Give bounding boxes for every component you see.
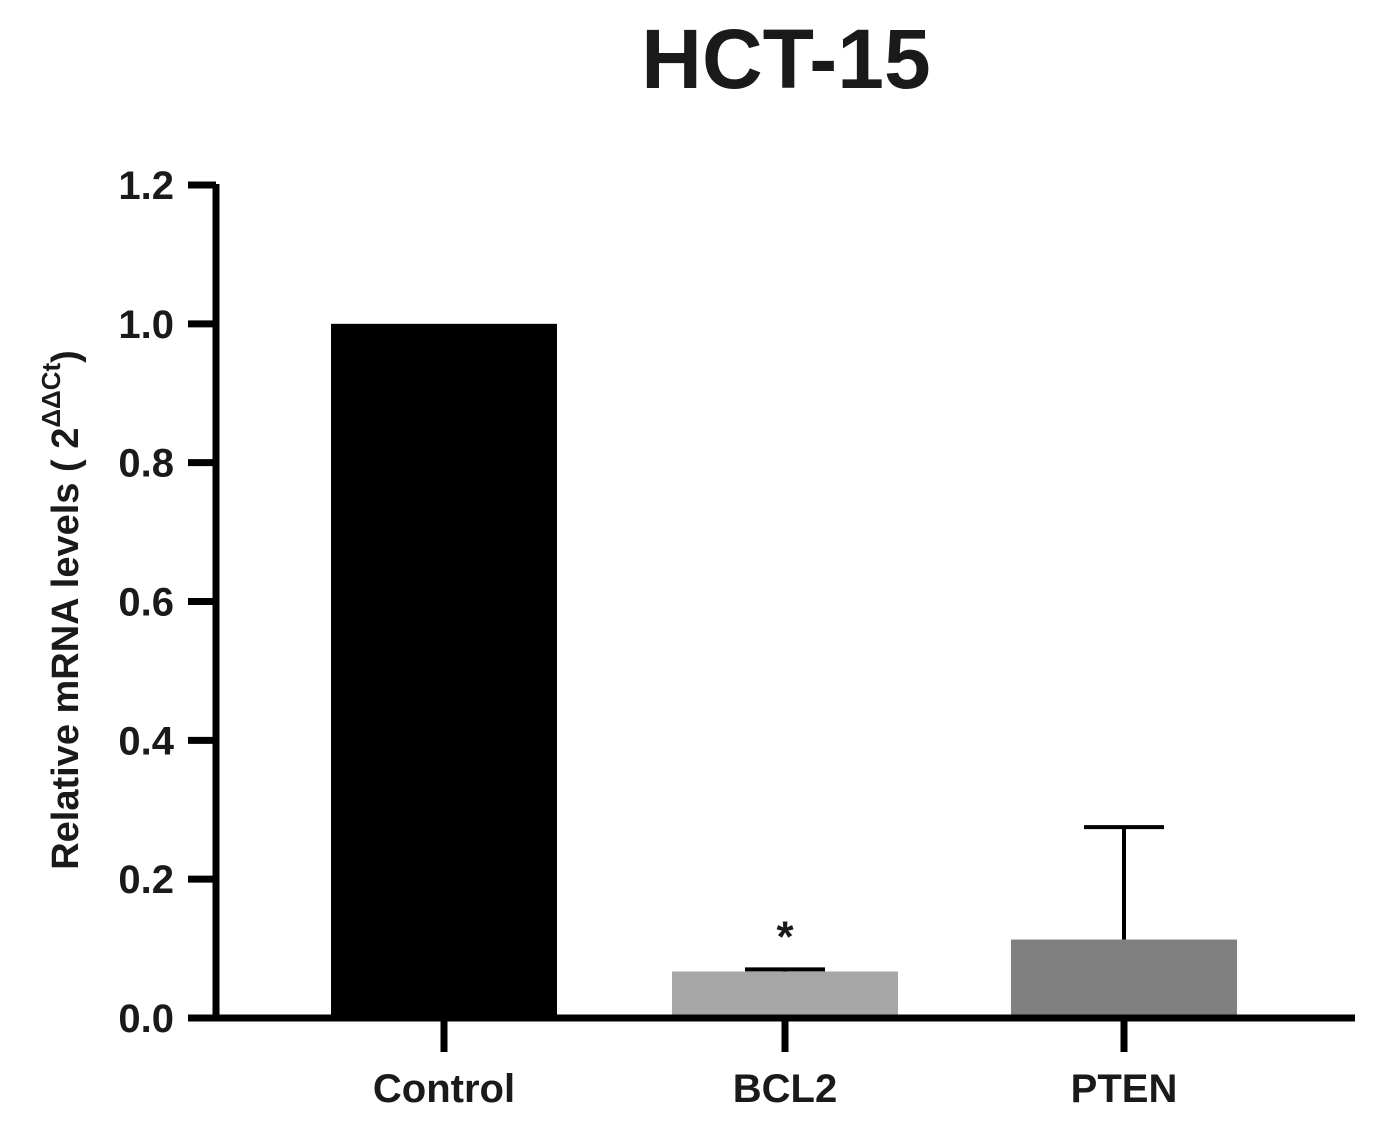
bar-pten xyxy=(1011,939,1237,1018)
significance-marker-bcl2: * xyxy=(776,912,794,961)
y-axis-label-main: Relative mRNA levels ( 2 xyxy=(45,428,87,870)
y-tick-label-0.2: 0.2 xyxy=(118,858,174,902)
x-tick-label-control: Control xyxy=(373,1067,515,1111)
y-tick-label-1.0: 1.0 xyxy=(118,303,174,347)
bar-control xyxy=(331,323,557,1018)
chart-title: HCT-15 xyxy=(641,12,930,106)
y-tick-label-0.8: 0.8 xyxy=(118,442,174,486)
x-tick-label-bcl2: BCL2 xyxy=(733,1067,837,1111)
y-tick-label-0.6: 0.6 xyxy=(118,581,174,625)
y-tick-label-0.4: 0.4 xyxy=(118,719,174,763)
x-tick-label-pten: PTEN xyxy=(1071,1067,1178,1111)
y-axis-label-close: ) xyxy=(45,350,87,363)
y-tick-label-0.0: 0.0 xyxy=(118,997,174,1041)
y-axis-label-superscript: ΔΔCt xyxy=(36,363,66,428)
y-axis-label: Relative mRNA levels ( 2ΔΔCt) xyxy=(36,350,87,870)
y-axis-ticks: 0.0 0.2 0.4 0.6 0.8 1.0 1.2 xyxy=(118,164,216,1041)
chart-marks: * xyxy=(331,323,1237,1018)
bar-bcl2 xyxy=(672,971,898,1018)
y-tick-label-1.2: 1.2 xyxy=(118,164,174,208)
x-axis-ticks: Control BCL2 PTEN xyxy=(373,1018,1177,1111)
